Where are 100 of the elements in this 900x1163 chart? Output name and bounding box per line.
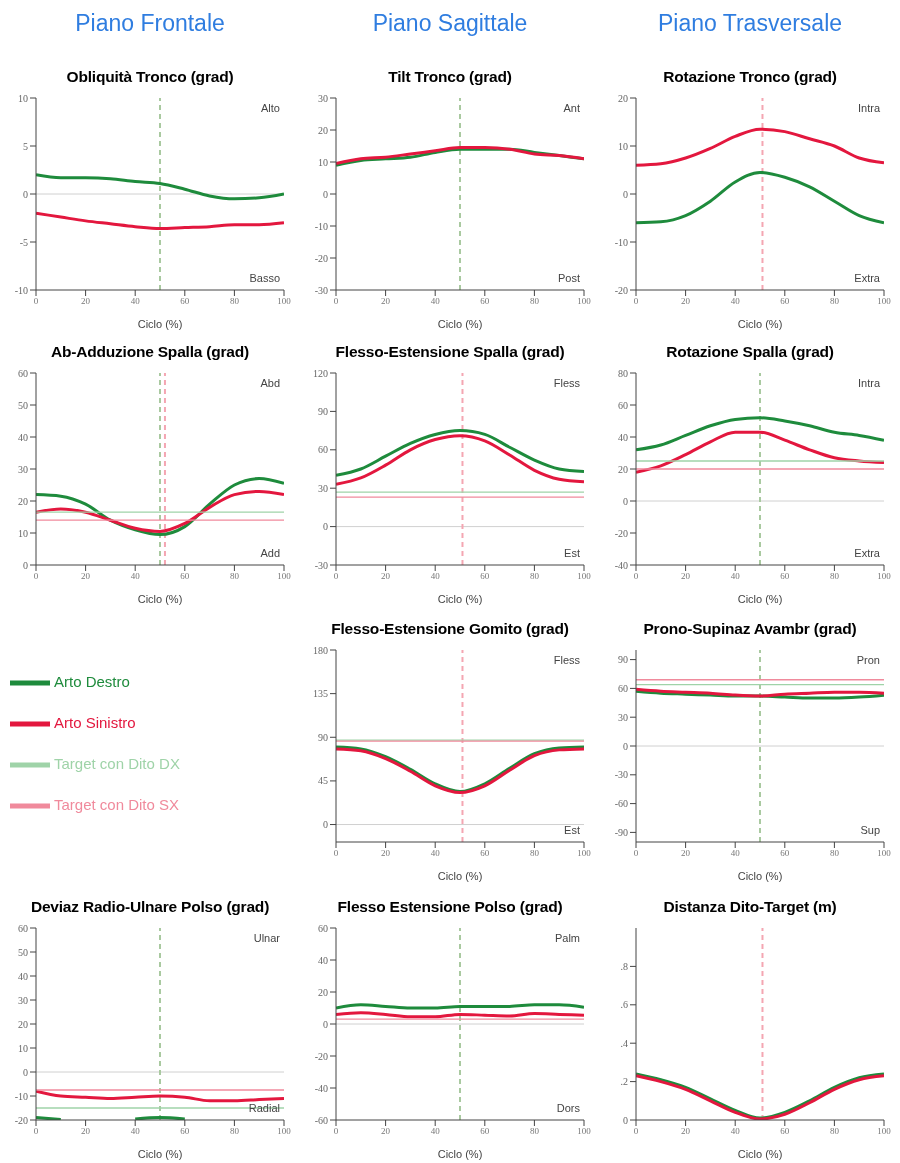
x-tick-label: 80 — [829, 1126, 840, 1137]
x-tick-label: 60 — [180, 1126, 190, 1137]
x-tick-label: 0 — [33, 1126, 39, 1137]
x-tick-label: 60 — [780, 1126, 790, 1137]
x-tick-label: 80 — [829, 571, 840, 582]
y-tick-label: -10 — [14, 284, 28, 296]
chart-title: Flesso-Estensione Gomito (grad) — [330, 620, 570, 638]
chart-title: Ab-Adduzione Spalla (grad) — [50, 343, 250, 361]
y-tick-label: 60 — [318, 444, 328, 456]
y-tick-label: 0 — [623, 740, 628, 752]
y-tick-label: 0 — [323, 1018, 328, 1030]
x-tick-label: 100 — [877, 571, 892, 582]
annotation: Post — [557, 272, 580, 284]
y-tick-label: 30 — [18, 463, 28, 475]
x-axis-title: Ciclo (%) — [137, 593, 183, 605]
x-axis-title: Ciclo (%) — [437, 318, 483, 330]
y-tick-label: 90 — [318, 731, 328, 743]
y-tick-label: 50 — [18, 399, 28, 411]
x-tick-label: 80 — [229, 571, 240, 582]
chart-title: Prono-Supinaz Avambr (grad) — [642, 620, 858, 638]
line-series — [36, 211, 284, 231]
y-tick-label: -10 — [14, 1090, 28, 1102]
y-tick-label: 20 — [18, 1018, 28, 1030]
annotation: Radial — [248, 1102, 280, 1114]
x-tick-label: 40 — [130, 296, 141, 307]
x-tick-label: 80 — [529, 1126, 540, 1137]
x-tick-label: 100 — [277, 571, 292, 582]
annotation: Sup — [860, 824, 880, 836]
y-tick-label: 0 — [323, 521, 328, 533]
x-tick-label: 20 — [81, 1126, 91, 1137]
y-tick-label: 90 — [618, 654, 628, 666]
annotation: Basso — [249, 272, 280, 284]
x-tick-label: 20 — [681, 848, 691, 859]
line-series — [636, 170, 884, 225]
annotation: Extra — [854, 547, 880, 559]
x-tick-label: 100 — [577, 296, 592, 307]
x-tick-label: 0 — [333, 1126, 339, 1137]
y-tick-label: .6 — [620, 999, 628, 1011]
y-tick-label: .8 — [620, 960, 628, 972]
annotation: Abd — [260, 377, 280, 389]
x-tick-label: 40 — [130, 571, 141, 582]
y-tick-label: 60 — [18, 922, 28, 934]
x-tick-label: 0 — [333, 571, 339, 582]
x-tick-label: 0 — [333, 848, 339, 859]
y-tick-label: 0 — [623, 495, 628, 507]
y-tick-label: -20 — [14, 1114, 28, 1126]
text: Piano Trasversale — [656, 10, 844, 37]
annotation: Fless — [553, 654, 580, 666]
y-tick-label: -90 — [614, 826, 628, 838]
y-tick-label: 20 — [318, 124, 328, 136]
line-series — [636, 416, 884, 452]
x-axis-title: Ciclo (%) — [137, 1148, 183, 1160]
y-tick-label: .4 — [620, 1037, 628, 1049]
x-tick-label: 60 — [480, 848, 490, 859]
y-tick-label: -10 — [314, 220, 328, 232]
x-tick-label: 80 — [829, 296, 840, 307]
y-tick-label: -20 — [614, 527, 628, 539]
y-tick-label: 50 — [18, 946, 28, 958]
x-tick-label: 100 — [577, 571, 592, 582]
annotation: Dors — [556, 1102, 580, 1114]
annotation: Palm — [554, 932, 580, 944]
x-tick-label: 40 — [430, 296, 441, 307]
y-tick-label: -60 — [314, 1114, 328, 1126]
y-tick-label: 10 — [318, 156, 328, 168]
chart-title: Obliquità Tronco (grad) — [65, 68, 235, 86]
x-tick-label: 20 — [681, 571, 691, 582]
y-tick-label: 0 — [323, 819, 328, 831]
y-tick-label: 0 — [23, 1066, 28, 1078]
x-tick-label: 100 — [877, 848, 892, 859]
x-tick-label: 60 — [780, 848, 790, 859]
x-tick-label: 60 — [480, 571, 490, 582]
y-tick-label: 60 — [618, 682, 628, 694]
y-tick-label: 0 — [323, 188, 328, 200]
x-tick-label: 100 — [277, 296, 292, 307]
y-tick-label: 5 — [23, 140, 28, 152]
y-tick-label: 10 — [18, 527, 28, 539]
line-series — [336, 434, 584, 486]
x-tick-label: 20 — [81, 571, 91, 582]
y-tick-label: 0 — [623, 1114, 628, 1126]
annotation: Fless — [553, 377, 580, 389]
y-tick-label: 10 — [618, 140, 628, 152]
x-tick-label: 60 — [780, 296, 790, 307]
y-tick-label: -60 — [614, 798, 628, 810]
y-tick-label: -40 — [614, 559, 628, 571]
y-tick-label: 40 — [18, 970, 28, 982]
chart-title: Deviaz Radio-Ulnare Polso (grad) — [29, 898, 271, 916]
x-tick-label: 80 — [829, 848, 840, 859]
annotation: Add — [260, 547, 280, 559]
line-series — [36, 1089, 284, 1103]
x-tick-label: 80 — [529, 848, 540, 859]
y-tick-label: 0 — [623, 188, 628, 200]
chart-title: Rotazione Spalla (grad) — [665, 343, 835, 361]
x-tick-label: 100 — [577, 848, 592, 859]
annotation: Intra — [857, 102, 880, 114]
y-tick-label: -20 — [614, 284, 628, 296]
annotation: Alto — [261, 102, 280, 114]
y-tick-label: 20 — [18, 495, 28, 507]
y-tick-label: 30 — [318, 92, 328, 104]
y-tick-label: 10 — [18, 92, 28, 104]
y-tick-label: -10 — [614, 236, 628, 248]
